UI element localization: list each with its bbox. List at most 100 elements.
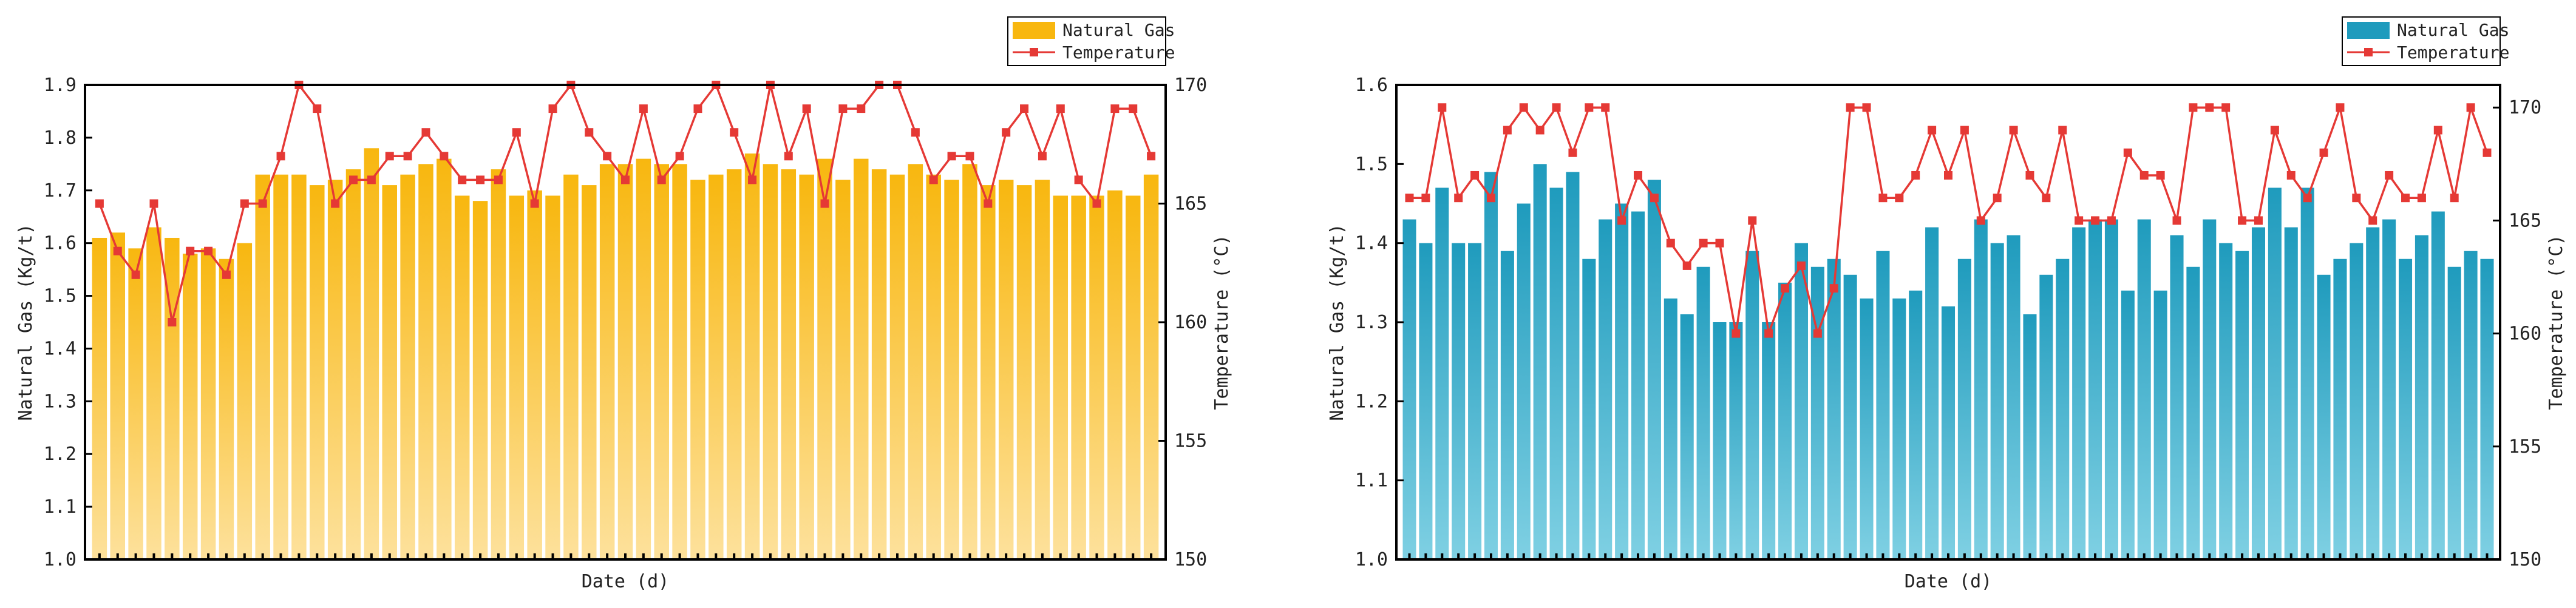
natural-gas-temperature-chart-left: 1.0 1.1 1.2 1.3 1.4 1.5 1.6 1.7 1.8 1.9 150 155 160… <box>15 16 1232 592</box>
y-axis-ticks: 1.0 1.1 1.2 1.3 1.4 1.5 1.6 <box>1355 75 1404 570</box>
bar <box>617 164 633 559</box>
bar <box>1762 322 1776 559</box>
legend-label-temperature: Temperature <box>2397 42 2509 62</box>
temperature-point <box>1438 103 1447 112</box>
temperature-point <box>1092 199 1101 208</box>
temperature-point <box>1829 284 1838 293</box>
temperature-point <box>331 199 340 208</box>
temperature-point <box>1682 261 1691 270</box>
legend-label-natural-gas: Natural Gas <box>2397 20 2509 40</box>
bar <box>1107 190 1123 559</box>
temperature-point <box>2303 194 2312 203</box>
legend-box <box>1007 16 1166 66</box>
natural-gas-temperature-chart-right: 1.0 1.1 1.2 1.3 1.4 1.5 1.6 150 155 160 165 170 Na… <box>1327 16 2567 592</box>
bar <box>889 174 905 559</box>
y-tick-label: 1.6 <box>44 233 76 254</box>
legend-swatch-natural-gas <box>2347 22 2390 39</box>
temperature-point <box>2352 194 2361 203</box>
bar <box>2007 235 2020 560</box>
bar <box>437 158 452 560</box>
temperature-point <box>2385 171 2394 180</box>
y-tick-label: 1.8 <box>44 127 76 149</box>
bar <box>1615 203 1629 559</box>
bar <box>1517 203 1531 559</box>
temperature-point <box>1846 103 1855 112</box>
bar <box>763 164 778 559</box>
temperature-point <box>2189 103 2198 112</box>
bar <box>854 158 869 560</box>
temperature-point <box>1715 238 1724 248</box>
temperature-point <box>2058 126 2067 135</box>
temperature-point <box>1976 216 1985 225</box>
bar <box>1419 243 1433 560</box>
bar <box>1974 219 1988 560</box>
bar <box>1599 219 1613 560</box>
temperature-point <box>784 152 793 161</box>
bar <box>835 180 851 559</box>
bar <box>908 164 923 559</box>
temperature-point <box>838 104 848 113</box>
y-tick-label: 1.5 <box>1355 154 1388 175</box>
bar <box>1435 187 1449 559</box>
bar <box>636 158 651 560</box>
temperature-point <box>693 104 702 113</box>
temperature-point <box>1944 171 1952 180</box>
bar <box>2366 227 2380 560</box>
bar <box>1664 298 1677 559</box>
temperature-series <box>1405 103 2492 338</box>
bar <box>654 164 669 559</box>
bar <box>2268 187 2282 559</box>
bar <box>2137 219 2151 560</box>
bar <box>2480 258 2494 559</box>
temperature-point <box>947 152 956 161</box>
temperature-point <box>1405 194 1414 203</box>
temperature-point <box>1110 104 1120 113</box>
temperature-point <box>857 104 866 113</box>
bar <box>1533 164 1547 559</box>
bar <box>2170 235 2184 560</box>
temperature-point <box>131 270 140 279</box>
y2-tick-label: 160 <box>1174 312 1207 333</box>
bar <box>2072 227 2086 560</box>
temperature-point <box>965 152 974 161</box>
y2-axis-ticks: 150 155 160 165 170 <box>2493 97 2541 570</box>
x-axis-ticks <box>1408 553 2489 559</box>
bar <box>1053 195 1069 559</box>
temperature-point <box>1074 175 1083 184</box>
bar <box>1089 195 1104 559</box>
bar <box>545 195 560 559</box>
y2-tick-label: 150 <box>1174 549 1207 570</box>
bar <box>709 174 724 559</box>
bar <box>962 164 977 559</box>
bar <box>563 174 579 559</box>
legend: Natural Gas Temperature <box>2342 16 2509 66</box>
temperature-point <box>2450 194 2459 203</box>
legend-swatch-natural-gas <box>1013 22 1055 39</box>
temperature-point <box>2466 103 2475 112</box>
bar <box>2039 274 2053 559</box>
bar <box>2317 274 2331 559</box>
temperature-point <box>603 152 612 161</box>
temperature-point <box>2009 126 2018 135</box>
bar <box>1549 187 1563 559</box>
temperature-point <box>1666 238 1675 248</box>
bar <box>237 243 253 560</box>
y2-tick-label: 170 <box>2509 97 2541 118</box>
bar <box>327 180 343 559</box>
temperature-point <box>403 152 412 161</box>
bar <box>1892 298 1906 559</box>
bar <box>1631 211 1645 559</box>
temperature-point <box>1421 194 1430 203</box>
bar <box>1941 306 1956 559</box>
y-tick-label: 1.0 <box>44 549 76 570</box>
legend-marker-temperature <box>1030 48 1038 56</box>
bar <box>2056 258 2070 559</box>
temperature-point <box>2319 148 2328 157</box>
bar <box>472 201 488 560</box>
bar <box>310 185 325 560</box>
bar <box>2153 290 2167 559</box>
bar <box>1500 251 1514 559</box>
bar <box>146 227 161 560</box>
y-tick-label: 1.0 <box>1355 549 1388 570</box>
bar <box>345 169 361 559</box>
